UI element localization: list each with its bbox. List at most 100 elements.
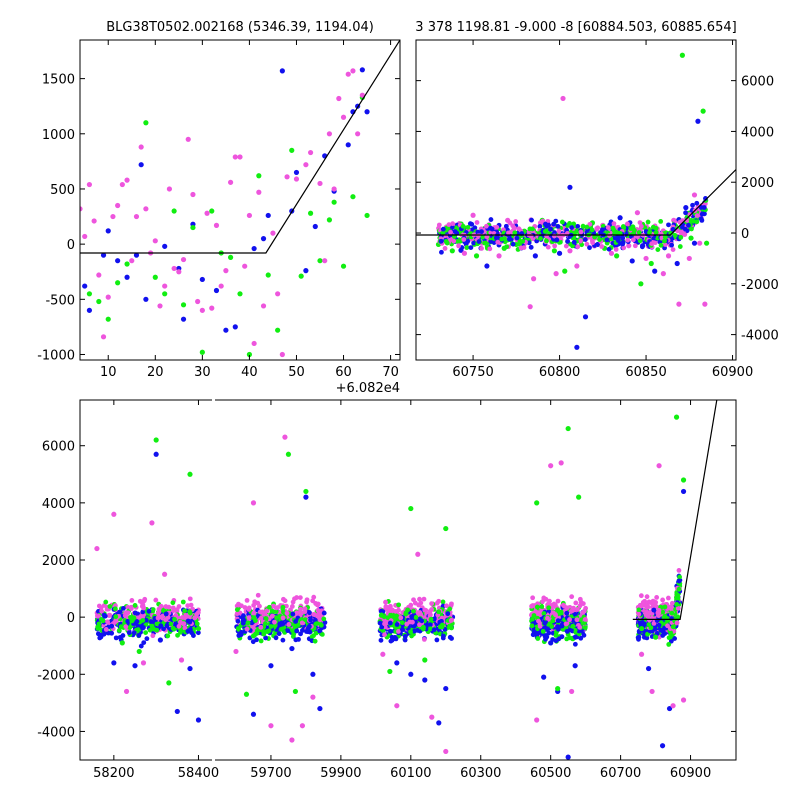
point-green — [647, 230, 652, 236]
point-green — [103, 599, 109, 605]
point-magenta — [176, 623, 182, 629]
point-blue — [528, 244, 534, 250]
point-green — [292, 688, 299, 695]
point-blue — [213, 287, 220, 294]
point-magenta — [691, 192, 698, 198]
point-magenta — [166, 186, 173, 192]
point-blue — [564, 629, 570, 634]
point-magenta — [138, 614, 143, 620]
point-blue — [345, 142, 351, 148]
point-green — [268, 624, 274, 629]
point-magenta — [336, 95, 342, 102]
point-blue — [567, 184, 573, 190]
point-magenta — [636, 611, 642, 617]
point-blue — [250, 711, 257, 717]
point-blue — [132, 610, 138, 616]
point-green — [675, 593, 681, 599]
point-green — [480, 234, 486, 240]
point-magenta — [590, 240, 596, 246]
point-magenta — [275, 291, 281, 297]
point-green — [235, 626, 241, 631]
point-blue — [471, 240, 477, 246]
point-blue — [400, 627, 405, 633]
point-magenta — [223, 268, 229, 274]
point-blue — [377, 620, 383, 626]
point-blue — [544, 634, 550, 640]
point-blue — [153, 451, 159, 457]
point-blue — [548, 226, 553, 232]
x-tick-label: 10 — [100, 365, 117, 380]
point-green — [567, 221, 572, 226]
point-green — [254, 630, 260, 636]
point-green — [209, 208, 215, 214]
point-magenta — [494, 224, 500, 230]
point-blue — [105, 228, 111, 234]
point-blue — [493, 235, 499, 241]
x-tick-label: 60 — [335, 365, 352, 380]
point-green — [611, 227, 617, 233]
point-green — [302, 617, 308, 623]
point-magenta — [444, 603, 449, 609]
point-magenta — [417, 622, 422, 628]
y-tick-label: 0 — [741, 227, 749, 242]
point-blue — [312, 223, 318, 230]
point-magenta — [264, 608, 270, 614]
point-blue — [699, 217, 705, 223]
point-blue — [672, 636, 677, 641]
point-blue — [439, 249, 444, 255]
point-blue — [553, 638, 559, 644]
point-magenta — [123, 688, 130, 695]
x-tick-label: 59900 — [320, 766, 361, 781]
point-blue — [133, 252, 140, 258]
point-green — [482, 240, 487, 246]
plot-area — [80, 40, 400, 358]
point-green — [637, 238, 643, 244]
point-blue — [434, 637, 440, 643]
point-green — [582, 625, 588, 631]
x-tick-label: 60750 — [452, 365, 493, 380]
point-blue — [572, 663, 578, 669]
point-green — [638, 625, 645, 632]
point-green — [280, 604, 286, 610]
point-green — [542, 229, 548, 234]
point-blue — [140, 609, 146, 615]
point-blue — [158, 623, 164, 629]
point-magenta — [644, 604, 649, 610]
point-magenta — [311, 594, 317, 600]
point-green — [275, 327, 281, 333]
chart-title: BLG38T0502.002168 (5346.39, 1194.04) — [106, 20, 374, 35]
point-green — [98, 616, 104, 622]
point-magenta — [613, 247, 619, 252]
point-magenta — [155, 615, 161, 621]
point-blue — [163, 611, 169, 617]
point-blue — [564, 610, 570, 616]
point-magenta — [237, 610, 243, 616]
point-magenta — [80, 206, 83, 212]
point-blue — [138, 162, 144, 168]
point-magenta — [289, 737, 295, 743]
point-magenta — [298, 610, 304, 616]
point-magenta — [331, 186, 337, 192]
point-green — [303, 488, 309, 495]
point-magenta — [448, 618, 454, 623]
point-magenta — [383, 599, 388, 605]
point-blue — [554, 237, 560, 243]
point-magenta — [82, 233, 88, 240]
point-green — [449, 248, 455, 254]
point-green — [565, 425, 571, 432]
point-green — [504, 244, 510, 250]
point-green — [273, 609, 279, 615]
point-magenta — [260, 303, 267, 309]
point-magenta — [180, 615, 185, 620]
point-green — [645, 631, 650, 637]
point-blue — [359, 67, 365, 73]
point-blue — [136, 633, 142, 638]
point-magenta — [129, 258, 135, 264]
point-magenta — [484, 223, 489, 229]
point-blue — [120, 633, 126, 638]
point-magenta — [173, 613, 179, 618]
point-magenta — [246, 615, 252, 621]
point-magenta — [209, 305, 215, 311]
point-green — [653, 225, 659, 231]
point-magenta — [536, 618, 541, 624]
